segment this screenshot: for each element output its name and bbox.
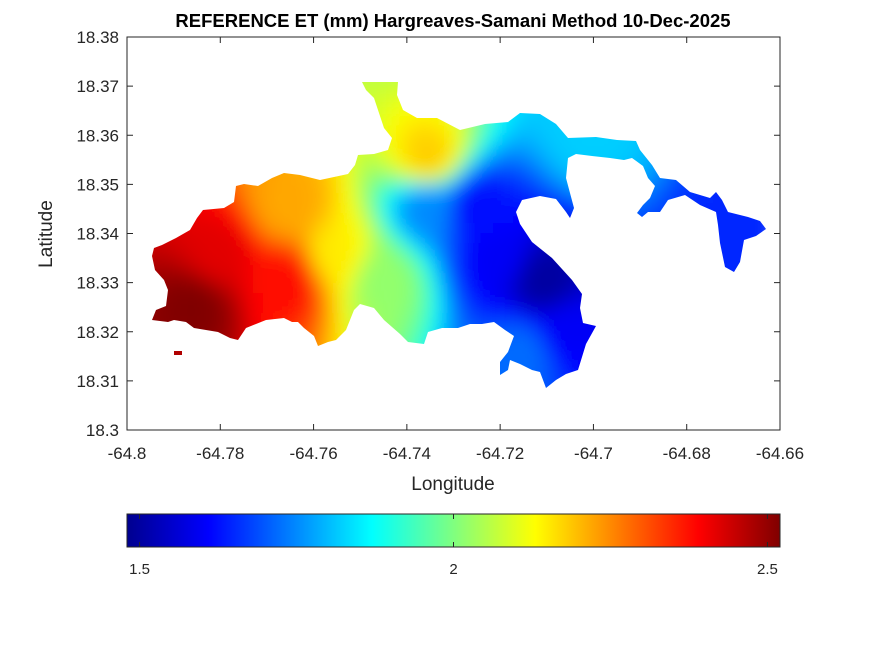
colorbar-tick-label: 2 bbox=[449, 561, 457, 578]
y-tick-label: 18.33 bbox=[76, 274, 119, 293]
colorbar-tick-label: 2.5 bbox=[757, 561, 778, 578]
y-tick-label: 18.38 bbox=[76, 28, 119, 47]
x-tick-label: -64.68 bbox=[663, 444, 711, 463]
x-tick-label: -64.78 bbox=[196, 444, 244, 463]
chart-title: REFERENCE ET (mm) Hargreaves-Samani Meth… bbox=[175, 10, 730, 31]
y-axis-label: Latitude bbox=[36, 200, 57, 268]
heatmap-cell bbox=[763, 223, 766, 237]
colorbar-ticks: 1.5 2 2.5 bbox=[129, 514, 778, 578]
x-tick-label: -64.76 bbox=[289, 444, 337, 463]
y-tick-label: 18.35 bbox=[76, 175, 119, 194]
y-tick-label: 18.37 bbox=[76, 77, 119, 96]
y-axis-ticks: 18.3 18.31 18.32 18.33 18.34 18.35 18.36 18.37 1… bbox=[76, 28, 780, 440]
y-tick-label: 18.32 bbox=[76, 323, 119, 342]
x-tick-label: -64.72 bbox=[476, 444, 524, 463]
x-axis-label: Longitude bbox=[411, 474, 494, 495]
x-axis-ticks: -64.8 -64.78 -64.76 -64.74 -64.72 -64.7 -64.68… bbox=[108, 37, 804, 463]
x-tick-label: -64.74 bbox=[383, 444, 431, 463]
y-tick-label: 18.34 bbox=[76, 225, 119, 244]
y-tick-label: 18.3 bbox=[86, 421, 119, 440]
y-tick-label: 18.36 bbox=[76, 126, 119, 145]
x-tick-label: -64.8 bbox=[108, 444, 147, 463]
colorbar-tick-label: 1.5 bbox=[129, 561, 150, 578]
y-tick-label: 18.31 bbox=[76, 372, 119, 391]
island-fragment bbox=[174, 351, 182, 355]
x-tick-label: -64.66 bbox=[756, 444, 804, 463]
x-tick-label: -64.7 bbox=[574, 444, 613, 463]
